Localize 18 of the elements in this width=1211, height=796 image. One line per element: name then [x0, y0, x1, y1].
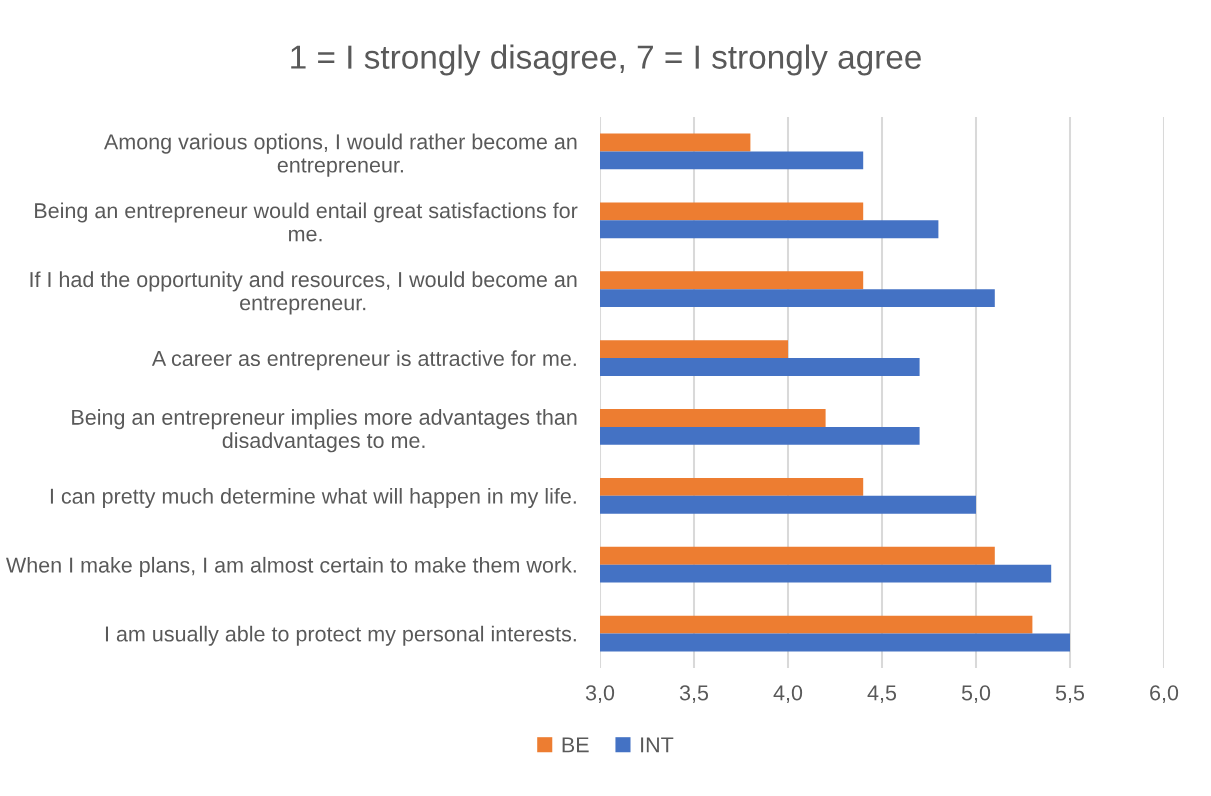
y-tick-label: Among various options, I would rather become an entrepreneur.	[103, 133, 577, 177]
x-tick-label: 3,0	[585, 685, 615, 704]
y-tick-label: Being an entrepreneur implies more advantages than disadvantages to me.	[72, 409, 577, 453]
y-tick-label: If I had the opportunity and resources, I would become an entrepreneur.	[30, 271, 577, 315]
legend-label: BE	[562, 737, 589, 753]
y-tick-label: I can pretty much determine what will happen in my life.	[50, 488, 576, 509]
x-tick-label: 4,0	[773, 685, 803, 704]
y-tick-label: Being an entrepreneur would entail great satisfactions for me.	[35, 202, 578, 242]
chart-title: 1 = I strongly disagree, 7 = I strongly agree	[291, 44, 921, 76]
y-tick-label: A career as entrepreneur is attractive for me.	[151, 350, 576, 371]
x-tick-label: 5,5	[1055, 685, 1085, 704]
legend-label: INT	[641, 737, 674, 753]
x-tick-label: 3,5	[679, 685, 709, 704]
x-tick-label: 4,5	[867, 685, 897, 704]
x-tick-label: 6,0	[1150, 685, 1179, 704]
y-tick-label: When I make plans, I am almost certain to make them work.	[6, 556, 576, 577]
y-tick-label: I am usually able to protect my personal interests.	[105, 625, 576, 646]
x-tick-label: 5,0	[961, 685, 991, 704]
